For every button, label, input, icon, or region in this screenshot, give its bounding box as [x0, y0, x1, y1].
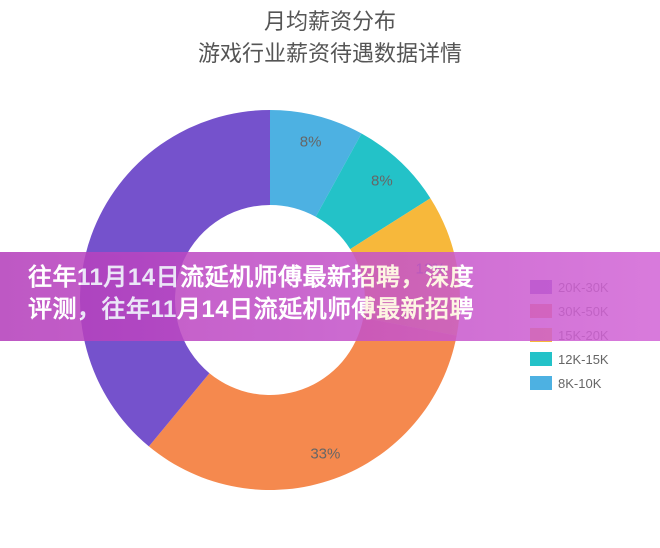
overlay-line-1: 往年11月14日流延机师傅最新招聘，深度: [28, 262, 632, 294]
donut-slice: [149, 318, 457, 490]
legend-item: 8K-10K: [530, 371, 640, 395]
chart-titles: 月均薪资分布 游戏行业薪资待遇数据详情: [0, 6, 660, 70]
overlay-banner: 往年11月14日流延机师傅最新招聘，深度 评测，往年11月14日流延机师傅最新招…: [0, 252, 660, 341]
legend-label: 8K-10K: [558, 376, 601, 391]
legend-swatch: [530, 376, 552, 390]
overlay-line-2: 评测，往年11月14日流延机师傅最新招聘: [28, 294, 632, 326]
title-line-1: 月均薪资分布: [0, 6, 660, 38]
title-line-2: 游戏行业薪资待遇数据详情: [0, 38, 660, 70]
legend-item: 12K-15K: [530, 347, 640, 371]
legend-label: 12K-15K: [558, 352, 609, 367]
legend-swatch: [530, 352, 552, 366]
